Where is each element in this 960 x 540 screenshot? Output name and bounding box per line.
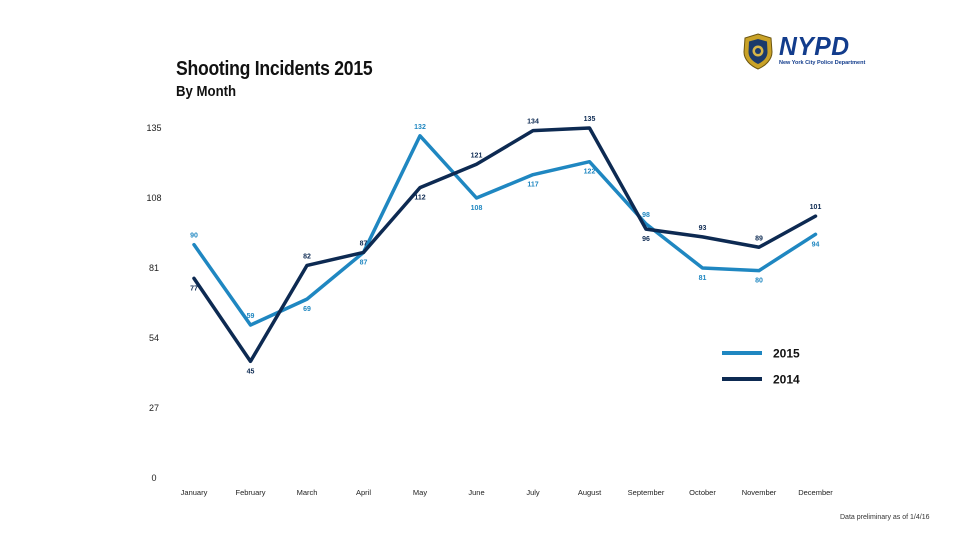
data-label-2015: 122 xyxy=(584,169,596,176)
data-label-2015: 80 xyxy=(755,278,763,285)
data-label-2014: 112 xyxy=(414,195,425,202)
y-tick-label: 54 xyxy=(149,333,159,343)
x-tick-label: March xyxy=(297,488,318,497)
logo-subtitle: New York City Police Department xyxy=(779,60,866,66)
x-tick-label: January xyxy=(181,488,208,497)
y-tick-label: 108 xyxy=(146,193,161,203)
legend-label-2014: 2014 xyxy=(773,373,800,387)
data-footnote: Data preliminary as of 1/4/16 xyxy=(840,514,930,521)
x-tick-label: September xyxy=(628,488,665,497)
data-label-2014: 96 xyxy=(642,236,650,243)
data-label-2014: 121 xyxy=(471,152,483,159)
police-shield-icon xyxy=(743,33,773,70)
data-label-2014: 89 xyxy=(755,235,763,242)
x-axis: January February March April May June July Augu… xyxy=(181,488,834,497)
legend-label-2015: 2015 xyxy=(773,347,800,361)
logo-wordmark: NYPD xyxy=(779,31,850,61)
chart-title: Shooting Incidents 2015 xyxy=(176,58,373,80)
x-tick-label: February xyxy=(235,488,265,497)
y-tick-label: 0 xyxy=(151,473,156,483)
data-label-2015: 69 xyxy=(303,306,311,313)
data-label-2015: 87 xyxy=(360,259,368,266)
y-tick-label: 81 xyxy=(149,263,159,273)
data-label-2014: 135 xyxy=(584,116,596,123)
data-label-2014: 77 xyxy=(190,285,198,292)
data-label-2014: 101 xyxy=(810,204,822,211)
data-label-2014: 82 xyxy=(303,253,311,260)
x-tick-label: August xyxy=(578,488,602,497)
data-label-2015: 98 xyxy=(642,212,650,219)
data-label-2015: 81 xyxy=(699,275,707,282)
series-line-2014 xyxy=(192,126,818,364)
x-tick-label: November xyxy=(742,488,777,497)
x-tick-label: May xyxy=(413,488,427,497)
data-label-2014: 87 xyxy=(360,240,368,247)
legend: 2015 2014 xyxy=(722,347,800,387)
x-tick-label: October xyxy=(689,488,716,497)
series-lines xyxy=(192,126,818,364)
x-tick-label: July xyxy=(526,488,540,497)
y-axis: 0 27 54 81 108 135 xyxy=(146,123,161,483)
series-line-2015 xyxy=(192,134,818,327)
data-label-2015: 132 xyxy=(414,124,426,131)
y-tick-label: 135 xyxy=(146,123,161,133)
data-label-2015: 117 xyxy=(527,182,538,189)
x-tick-label: December xyxy=(798,488,833,497)
data-label-2014: 45 xyxy=(247,368,255,375)
data-label-2015: 90 xyxy=(190,233,198,240)
y-tick-label: 27 xyxy=(149,403,159,413)
data-label-2014: 134 xyxy=(527,119,539,126)
chart-subtitle: By Month xyxy=(176,83,237,100)
data-label-2014: 93 xyxy=(699,225,707,232)
nypd-logo: NYPD New York City Police Department xyxy=(741,31,866,72)
data-labels: 90 77 59 45 69 82 87 87 132 112 108 121 117 134 122 135… xyxy=(190,116,821,375)
x-tick-label: April xyxy=(356,488,371,497)
data-label-2015: 94 xyxy=(812,241,820,248)
x-tick-label: June xyxy=(468,488,484,497)
data-label-2015: 108 xyxy=(471,205,483,212)
data-label-2015: 59 xyxy=(247,313,255,320)
